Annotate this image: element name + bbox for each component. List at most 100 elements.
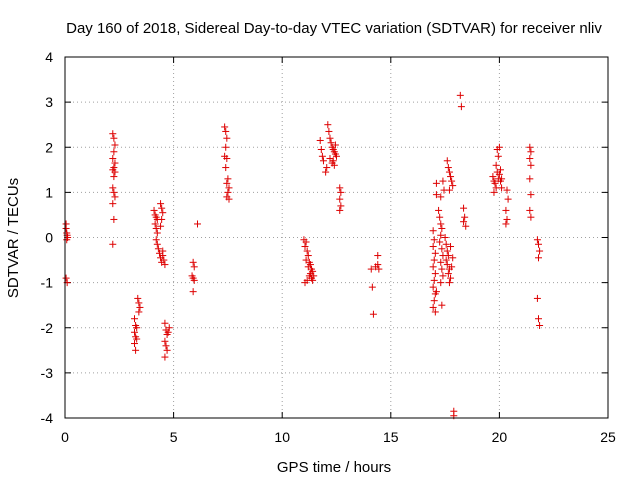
data-point <box>152 236 160 244</box>
grid-lines <box>65 57 608 418</box>
data-point <box>368 283 376 291</box>
data-point <box>110 173 118 181</box>
data-point <box>447 274 455 282</box>
y-tick-label: -1 <box>41 275 54 291</box>
data-point <box>441 234 449 241</box>
data-point <box>536 321 544 329</box>
data-point <box>439 177 447 185</box>
data-point <box>503 186 511 194</box>
data-point <box>442 240 450 248</box>
data-point <box>447 173 455 181</box>
data-point <box>432 288 440 296</box>
y-tick-label: -2 <box>41 320 54 336</box>
data-point <box>224 188 232 196</box>
data-point <box>157 222 165 230</box>
data-point <box>111 193 119 201</box>
data-point <box>301 279 309 287</box>
x-tick-label: 20 <box>492 429 508 445</box>
data-point <box>432 191 440 199</box>
data-point <box>375 265 383 273</box>
data-point <box>222 127 230 135</box>
data-point <box>318 152 326 160</box>
y-tick-label: -4 <box>41 410 54 426</box>
data-point <box>445 168 453 176</box>
data-point <box>303 247 311 255</box>
data-point <box>527 191 535 199</box>
data-point <box>151 220 159 228</box>
data-point <box>526 206 534 214</box>
data-point <box>109 200 117 208</box>
data-point <box>502 220 510 228</box>
data-point <box>534 315 542 323</box>
data-point <box>462 222 470 230</box>
data-point <box>325 127 333 135</box>
data-point <box>527 148 535 156</box>
data-point <box>456 91 464 99</box>
data-point <box>449 254 457 262</box>
data-point <box>110 148 118 156</box>
data-point <box>301 243 309 251</box>
data-point <box>429 283 437 291</box>
data-point <box>443 247 451 255</box>
data-point <box>163 346 171 354</box>
data-point <box>132 346 140 354</box>
x-tick-label: 5 <box>170 429 178 445</box>
x-tick-labels: 0 5 10 15 20 25 <box>61 429 616 445</box>
data-point <box>224 175 232 183</box>
data-point <box>536 247 544 255</box>
data-point <box>442 256 450 264</box>
data-point <box>498 184 506 192</box>
data-point <box>337 202 345 210</box>
data-point <box>158 204 166 212</box>
data-point <box>109 184 117 192</box>
y-tick-label: 0 <box>45 230 53 246</box>
data-point <box>333 152 340 160</box>
data-point <box>131 315 139 323</box>
data-point <box>162 342 170 350</box>
data-point <box>109 240 117 248</box>
data-point <box>331 141 339 149</box>
data-point <box>533 236 541 244</box>
data-point <box>190 263 198 271</box>
data-point <box>430 276 438 284</box>
data-point <box>62 224 70 232</box>
data-point <box>437 258 445 266</box>
data-point <box>110 215 118 223</box>
chart-title: Day 160 of 2018, Sidereal Day-to-day VTE… <box>66 20 602 37</box>
data-point <box>533 294 541 302</box>
data-point <box>438 265 446 273</box>
data-point <box>111 159 119 167</box>
data-point <box>526 155 534 163</box>
x-tick-label: 10 <box>274 429 290 445</box>
data-point <box>110 134 118 142</box>
y-tick-label: 4 <box>45 49 53 65</box>
data-point <box>135 308 143 316</box>
data-point <box>159 247 167 255</box>
data-point <box>460 218 468 226</box>
data-point <box>444 252 452 260</box>
data-point <box>367 265 375 273</box>
data-point <box>322 168 330 176</box>
y-axis-label: SDTVAR / TECUs <box>5 178 22 298</box>
data-point <box>496 166 504 174</box>
data-point <box>111 168 119 176</box>
data-point <box>438 224 446 232</box>
data-point <box>527 161 535 169</box>
data-point <box>495 143 503 151</box>
data-point <box>110 188 118 196</box>
data-point <box>444 270 452 278</box>
data-point <box>431 308 439 316</box>
data-point <box>152 224 160 232</box>
data-point <box>429 263 437 271</box>
data-point <box>317 146 325 154</box>
data-point <box>109 155 117 163</box>
data-point <box>429 243 437 251</box>
data-point <box>494 152 502 160</box>
data-points <box>62 91 544 420</box>
data-point <box>336 195 344 203</box>
data-point <box>309 276 317 284</box>
data-point <box>323 164 331 172</box>
axis-ticks <box>64 56 609 419</box>
data-point <box>161 337 169 345</box>
